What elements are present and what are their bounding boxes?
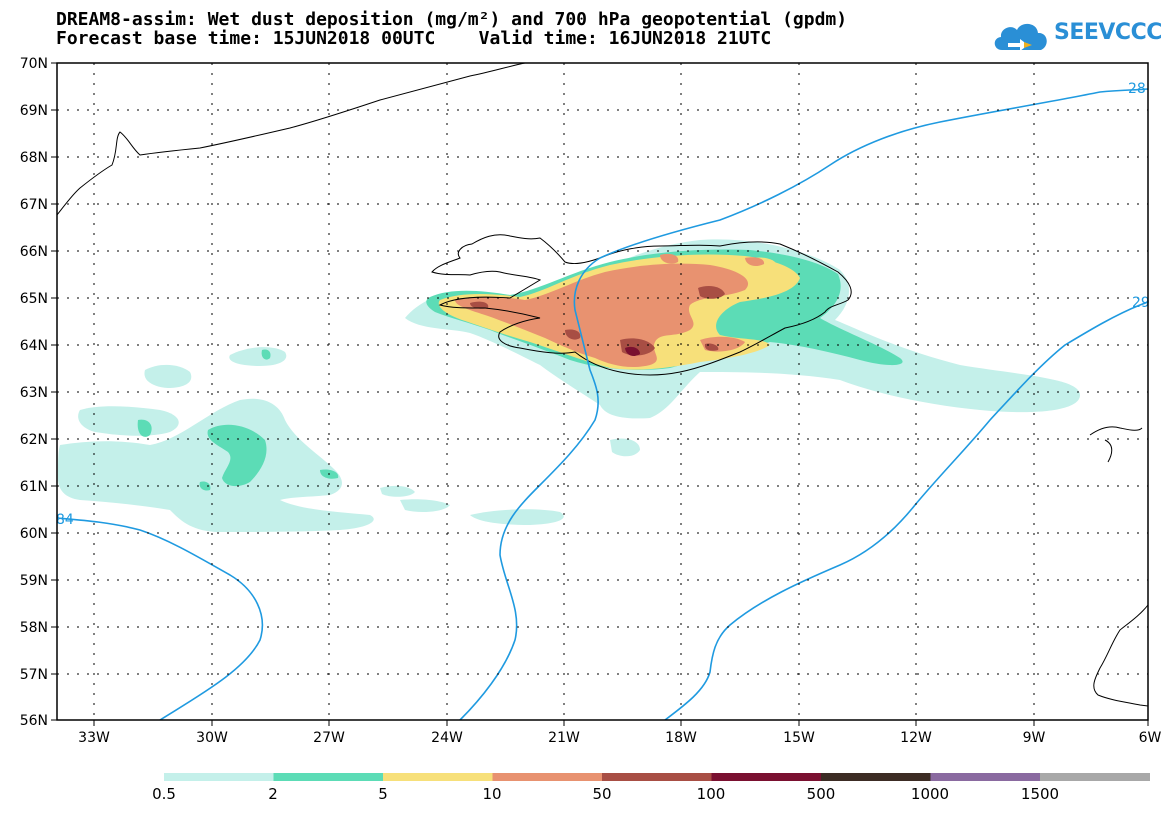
lat-label: 57N <box>20 667 48 683</box>
lon-label: 27W <box>313 730 345 746</box>
map-content <box>57 63 1148 720</box>
contour-label-84: 84 <box>56 512 74 528</box>
colorbar-label: 1500 <box>1021 785 1059 803</box>
lat-labels: 70N 69N 68N 67N 66N 65N 64N 63N 62N 61N … <box>20 56 48 729</box>
colorbar-label: 500 <box>807 785 836 803</box>
geopotential-contours <box>57 88 1148 720</box>
tick-marks <box>51 62 1149 726</box>
contour-label-28: 28 <box>1128 81 1146 97</box>
lat-label: 56N <box>20 713 48 729</box>
lat-label: 64N <box>20 338 48 354</box>
colorbar-swatch <box>930 773 1041 781</box>
dust-level-6 <box>625 346 640 356</box>
logo-text: SEEVCCC <box>1054 20 1162 45</box>
chart-title-line2: Forecast base time: 15JUN2018 00UTC Vali… <box>56 28 772 49</box>
contour-label-29: 29 <box>1132 295 1150 311</box>
lat-label: 59N <box>20 573 48 589</box>
colorbar-label: 2 <box>268 785 278 803</box>
colorbar-swatch <box>164 773 274 781</box>
colorbar-label: 5 <box>378 785 388 803</box>
colorbar-swatch <box>273 773 384 781</box>
lat-label: 61N <box>20 479 48 495</box>
cloud-logo-icon <box>994 23 1047 51</box>
lon-label: 30W <box>196 730 228 746</box>
contour-284 <box>57 517 264 720</box>
lat-label: 68N <box>20 150 48 166</box>
greenland-coastline <box>57 63 526 216</box>
lon-label: 6W <box>1139 730 1162 746</box>
colorbar-label: 1000 <box>911 785 949 803</box>
colorbar-label: 50 <box>592 785 611 803</box>
colorbar-swatch <box>383 773 493 781</box>
colorbar-label: 100 <box>697 785 726 803</box>
lon-label: 12W <box>900 730 932 746</box>
lon-label: 21W <box>548 730 580 746</box>
lat-label: 70N <box>20 56 48 72</box>
scotland-coastline <box>1093 604 1148 707</box>
colorbar <box>164 773 1150 781</box>
graticule <box>57 63 1148 720</box>
lat-label: 69N <box>20 103 48 119</box>
lat-label: 66N <box>20 244 48 260</box>
colorbar-swatch <box>492 773 603 781</box>
colorbar-label: 0.5 <box>152 785 176 803</box>
dust-level-5 <box>470 286 725 356</box>
seevccc-logo: SEEVCCC <box>990 16 1162 56</box>
contour-29 <box>664 301 1148 720</box>
lon-label: 9W <box>1023 730 1046 746</box>
lat-label: 58N <box>20 620 48 636</box>
chart-title-line1: DREAM8-assim: Wet dust deposition (mg/m²… <box>56 9 848 30</box>
lat-label: 60N <box>20 526 48 542</box>
lon-label: 33W <box>78 730 110 746</box>
colorbar-swatch <box>711 773 822 781</box>
lon-label: 24W <box>431 730 463 746</box>
lat-label: 65N <box>20 291 48 307</box>
colorbar-swatch <box>602 773 712 781</box>
lon-label: 15W <box>783 730 815 746</box>
iceland-coastline <box>431 234 852 376</box>
lon-labels: 33W 30W 27W 24W 21W 18W 15W 12W 9W 6W <box>78 730 1161 746</box>
colorbar-labels: 0.5 2 5 10 50 100 500 1000 1500 <box>152 785 1059 803</box>
colorbar-swatch <box>821 773 931 781</box>
colorbar-label: 10 <box>482 785 501 803</box>
faroe-coastline <box>1089 426 1143 463</box>
lat-label: 63N <box>20 385 48 401</box>
colorbar-swatch <box>1040 773 1150 781</box>
lon-label: 18W <box>665 730 697 746</box>
lat-label: 67N <box>20 197 48 213</box>
contour-middle <box>459 88 1148 720</box>
lat-label: 62N <box>20 432 48 448</box>
